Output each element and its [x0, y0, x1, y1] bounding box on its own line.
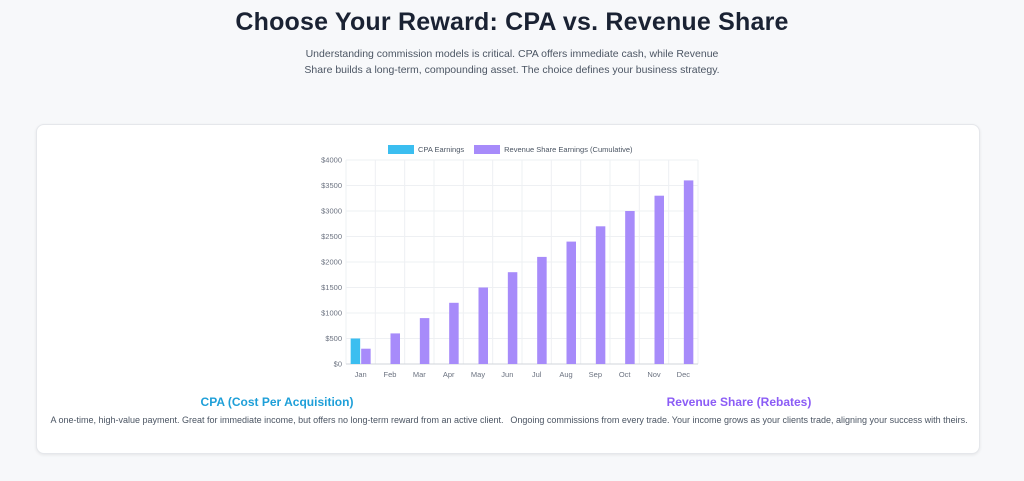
revshare-bar	[449, 302, 459, 364]
x-tick-label: Jan	[355, 370, 367, 379]
revshare-bar	[683, 180, 694, 364]
revshare-bar	[654, 195, 664, 364]
revshare-bar	[537, 256, 547, 364]
x-tick-label: Feb	[384, 370, 397, 379]
x-tick-label: Oct	[619, 370, 632, 379]
x-tick-label: Aug	[559, 370, 572, 379]
cpa-description: A one-time, high-value payment. Great fo…	[50, 415, 504, 425]
y-tick-label: $500	[325, 334, 342, 343]
y-tick-label: $3000	[321, 207, 342, 216]
legend-item-revshare[interactable]: Revenue Share Earnings (Cumulative)	[474, 144, 633, 154]
y-tick-label: $4000	[321, 156, 342, 165]
revshare-bar	[595, 226, 606, 364]
revshare-bar	[361, 348, 371, 364]
revshare-column: Revenue Share (Rebates) Ongoing commissi…	[509, 395, 969, 427]
x-tick-label: Apr	[443, 370, 455, 379]
intro-text: Understanding commission models is criti…	[304, 48, 720, 76]
x-tick-label: Sep	[589, 370, 602, 379]
y-tick-label: $2500	[321, 232, 342, 241]
y-tick-label: $0	[334, 360, 342, 369]
legend-label-revshare: Revenue Share Earnings (Cumulative)	[504, 144, 633, 154]
legend-swatch-cpa	[388, 144, 414, 154]
cpa-column: CPA (Cost Per Acquisition) A one-time, h…	[47, 395, 507, 427]
x-tick-label: Jun	[501, 370, 513, 379]
y-tick-label: $1500	[321, 283, 342, 292]
legend-item-cpa[interactable]: CPA Earnings	[388, 144, 465, 154]
revshare-description: Ongoing commissions from every trade. Yo…	[510, 415, 968, 425]
revshare-bar	[507, 272, 518, 364]
chart-legend[interactable]: CPA Earnings Revenue Share Earnings (Cum…	[388, 143, 637, 155]
revshare-bar	[478, 287, 488, 364]
y-tick-label: $3500	[321, 181, 342, 190]
earnings-chart: $0 $500 $1000 $1500 $2000 $2500 $3000 $3500 $400…	[321, 156, 699, 379]
x-tick-label: Dec	[677, 370, 691, 379]
revshare-bar	[625, 211, 635, 364]
legend-swatch-revshare	[474, 144, 501, 154]
y-tick-label: $2000	[321, 258, 342, 267]
revshare-title: Revenue Share (Rebates)	[666, 395, 812, 409]
revshare-bar	[390, 333, 400, 364]
cpa-bar	[350, 338, 361, 364]
legend-label-cpa: CPA Earnings	[418, 144, 465, 154]
chart-card: $0 $500 $1000 $1500 $2000 $2500 $3000 $3500 $400…	[36, 124, 980, 454]
cpa-title: CPA (Cost Per Acquisition)	[200, 395, 354, 409]
x-tick-label: Nov	[647, 370, 661, 379]
y-tick-label: $1000	[321, 309, 342, 318]
revshare-bar	[566, 241, 576, 364]
x-tick-label: Jul	[532, 370, 542, 379]
page-title: Choose Your Reward: CPA vs. Revenue Shar…	[235, 8, 789, 36]
revshare-bar	[419, 318, 430, 364]
x-tick-label: May	[471, 370, 485, 379]
x-tick-label: Mar	[413, 370, 426, 379]
